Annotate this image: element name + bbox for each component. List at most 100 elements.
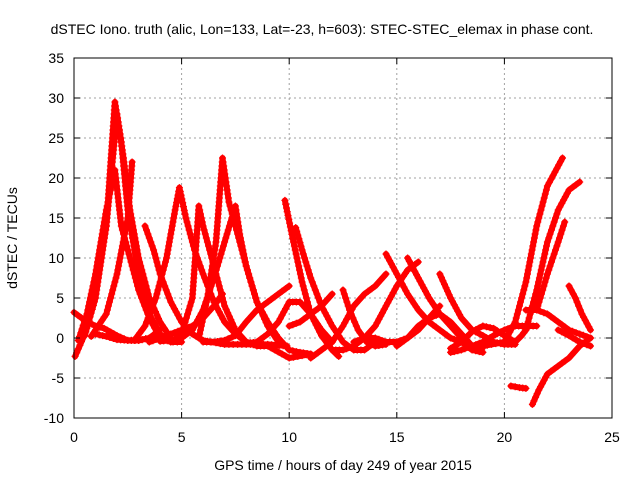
- data-series: [522, 178, 584, 334]
- data-point: [168, 222, 176, 230]
- series-line: [529, 335, 594, 408]
- data-point: [283, 204, 290, 212]
- data-point: [559, 154, 566, 162]
- data-point: [107, 294, 115, 302]
- data-point: [81, 332, 89, 340]
- data-point: [253, 338, 261, 346]
- data-point: [180, 206, 188, 214]
- data-point: [150, 246, 158, 254]
- data-point: [297, 274, 305, 282]
- data-point: [443, 315, 451, 323]
- data-point: [178, 195, 186, 203]
- data-point: [382, 340, 390, 348]
- data-point: [361, 290, 368, 298]
- data-point: [180, 322, 188, 330]
- data-point: [119, 238, 127, 246]
- data-point: [539, 258, 547, 266]
- x-axis-label: GPS time / hours of day 249 of year 2015: [214, 457, 472, 473]
- data-point: [517, 298, 524, 306]
- data-point: [128, 262, 136, 270]
- data-point: [137, 262, 145, 270]
- data-point: [346, 343, 354, 351]
- data-point: [442, 284, 450, 292]
- data-point: [160, 262, 168, 270]
- data-point: [292, 224, 300, 232]
- data-point: [310, 307, 318, 315]
- data-point: [522, 278, 530, 286]
- data-point: [529, 242, 537, 250]
- data-point: [569, 290, 577, 298]
- data-point: [89, 302, 97, 309]
- data-point: [285, 215, 293, 223]
- data-point: [197, 214, 205, 222]
- data-point: [550, 218, 558, 226]
- data-point: [302, 294, 310, 302]
- data-point: [169, 218, 177, 226]
- data-point: [124, 246, 132, 254]
- data-point: [126, 254, 134, 262]
- data-point: [138, 294, 146, 302]
- y-tick-label: 0: [56, 330, 64, 346]
- data-point: [367, 340, 375, 348]
- x-axis-tick-labels: 0 5 10 15 20 25: [70, 429, 620, 445]
- data-point: [543, 310, 551, 318]
- data-point: [561, 218, 569, 226]
- data-point: [535, 278, 542, 286]
- data-point: [281, 196, 289, 204]
- data-point: [536, 307, 544, 315]
- data-point: [71, 352, 79, 360]
- data-point: [305, 302, 313, 310]
- y-tick-label: -10: [44, 410, 64, 426]
- data-point: [130, 230, 138, 238]
- data-point: [286, 219, 294, 227]
- data-series: [565, 282, 594, 334]
- data-point: [145, 338, 153, 346]
- data-point: [249, 286, 257, 294]
- data-point: [522, 326, 530, 334]
- data-point: [134, 282, 141, 290]
- data-series: [87, 158, 136, 340]
- data-point: [554, 318, 562, 326]
- data-point: [519, 290, 527, 298]
- data-point: [162, 258, 169, 266]
- data-point: [429, 313, 437, 321]
- data-point: [472, 341, 480, 349]
- data-point: [246, 274, 254, 282]
- data-point: [225, 312, 233, 320]
- data-point: [468, 342, 476, 350]
- data-point: [76, 333, 83, 341]
- data-point: [162, 286, 170, 294]
- data-point: [353, 337, 361, 345]
- data-point: [113, 270, 121, 278]
- data-point: [352, 322, 360, 330]
- data-point: [224, 335, 232, 343]
- data-point: [571, 294, 579, 302]
- data-point: [543, 238, 551, 246]
- data-point: [540, 194, 548, 202]
- data-point: [321, 343, 329, 351]
- data-point: [538, 290, 545, 298]
- series-line: [292, 224, 379, 353]
- data-point: [540, 254, 548, 262]
- data-point: [546, 230, 554, 238]
- data-point: [511, 318, 519, 326]
- data-point: [288, 230, 296, 238]
- data-point: [229, 214, 237, 222]
- data-point: [310, 282, 318, 290]
- data-point: [349, 314, 357, 322]
- data-point: [228, 319, 236, 327]
- data-point: [104, 302, 112, 310]
- data-point: [228, 210, 236, 218]
- data-point: [339, 338, 347, 346]
- data-point: [339, 346, 347, 354]
- data-series: [554, 326, 594, 350]
- data-point: [514, 335, 522, 343]
- data-point: [298, 246, 306, 254]
- data-point: [532, 393, 540, 401]
- data-point: [500, 326, 508, 334]
- data-point: [154, 262, 162, 270]
- data-point: [569, 334, 576, 342]
- data-point: [227, 206, 235, 214]
- data-point: [141, 222, 149, 230]
- data-point: [468, 328, 476, 336]
